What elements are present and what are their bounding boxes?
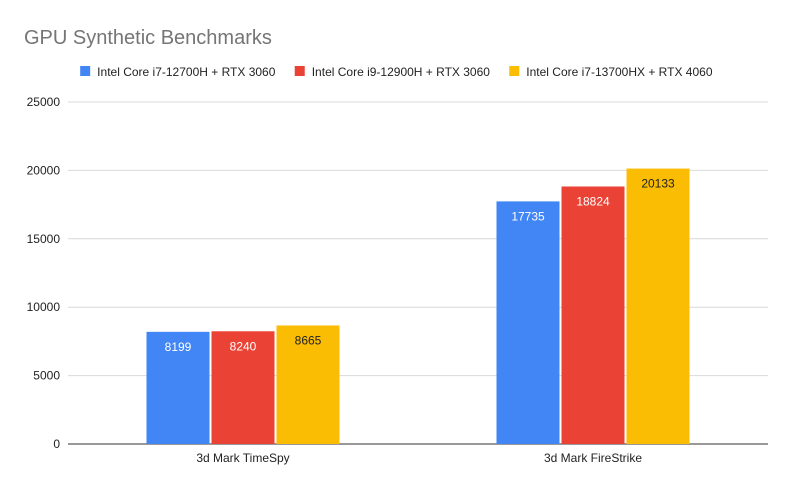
chart-title: GPU Synthetic Benchmarks — [24, 27, 272, 49]
legend: Intel Core i7-12700H + RTX 3060 Intel Cor… — [80, 65, 713, 79]
y-tick-label: 25000 — [27, 95, 61, 109]
y-tick-label: 10000 — [27, 300, 61, 314]
bar — [211, 331, 275, 444]
legend-label: Intel Core i7-13700HX + RTX 4060 — [526, 65, 713, 79]
bar — [561, 186, 625, 445]
y-tick-label: 20000 — [27, 163, 61, 177]
legend-label: Intel Core i9-12900H + RTX 3060 — [312, 65, 491, 79]
y-tick-label: 0 — [53, 437, 60, 451]
bar — [496, 201, 560, 444]
data-label: 8240 — [230, 339, 257, 353]
legend-item: Intel Core i9-12900H + RTX 3060 — [294, 65, 491, 79]
data-label: 8199 — [165, 340, 192, 354]
legend-item: Intel Core i7-13700HX + RTX 4060 — [509, 65, 713, 79]
x-tick-label: 3d Mark FireStrike — [544, 451, 642, 465]
legend-item: Intel Core i7-12700H + RTX 3060 — [80, 65, 276, 79]
legend-label: Intel Core i7-12700H + RTX 3060 — [97, 65, 276, 79]
legend-swatch — [80, 66, 91, 76]
data-label: 8665 — [295, 333, 322, 347]
y-tick-label: 5000 — [33, 369, 60, 383]
legend-swatch — [294, 66, 305, 76]
bar — [626, 168, 690, 444]
bar — [146, 331, 210, 444]
data-label: 17735 — [511, 209, 545, 223]
y-tick-label: 15000 — [27, 232, 61, 246]
bars: 8199 8240 8665 17735 18824 20133 — [146, 168, 690, 445]
data-label: 20133 — [641, 177, 675, 191]
bar — [276, 325, 340, 444]
data-label: 18824 — [576, 194, 610, 208]
x-axis: 3d Mark TimeSpy 3d Mark FireStrike — [196, 451, 642, 465]
legend-swatch — [509, 66, 520, 76]
x-tick-label: 3d Mark TimeSpy — [196, 451, 289, 465]
y-axis: 0 5000 10000 15000 20000 25000 — [27, 95, 61, 451]
